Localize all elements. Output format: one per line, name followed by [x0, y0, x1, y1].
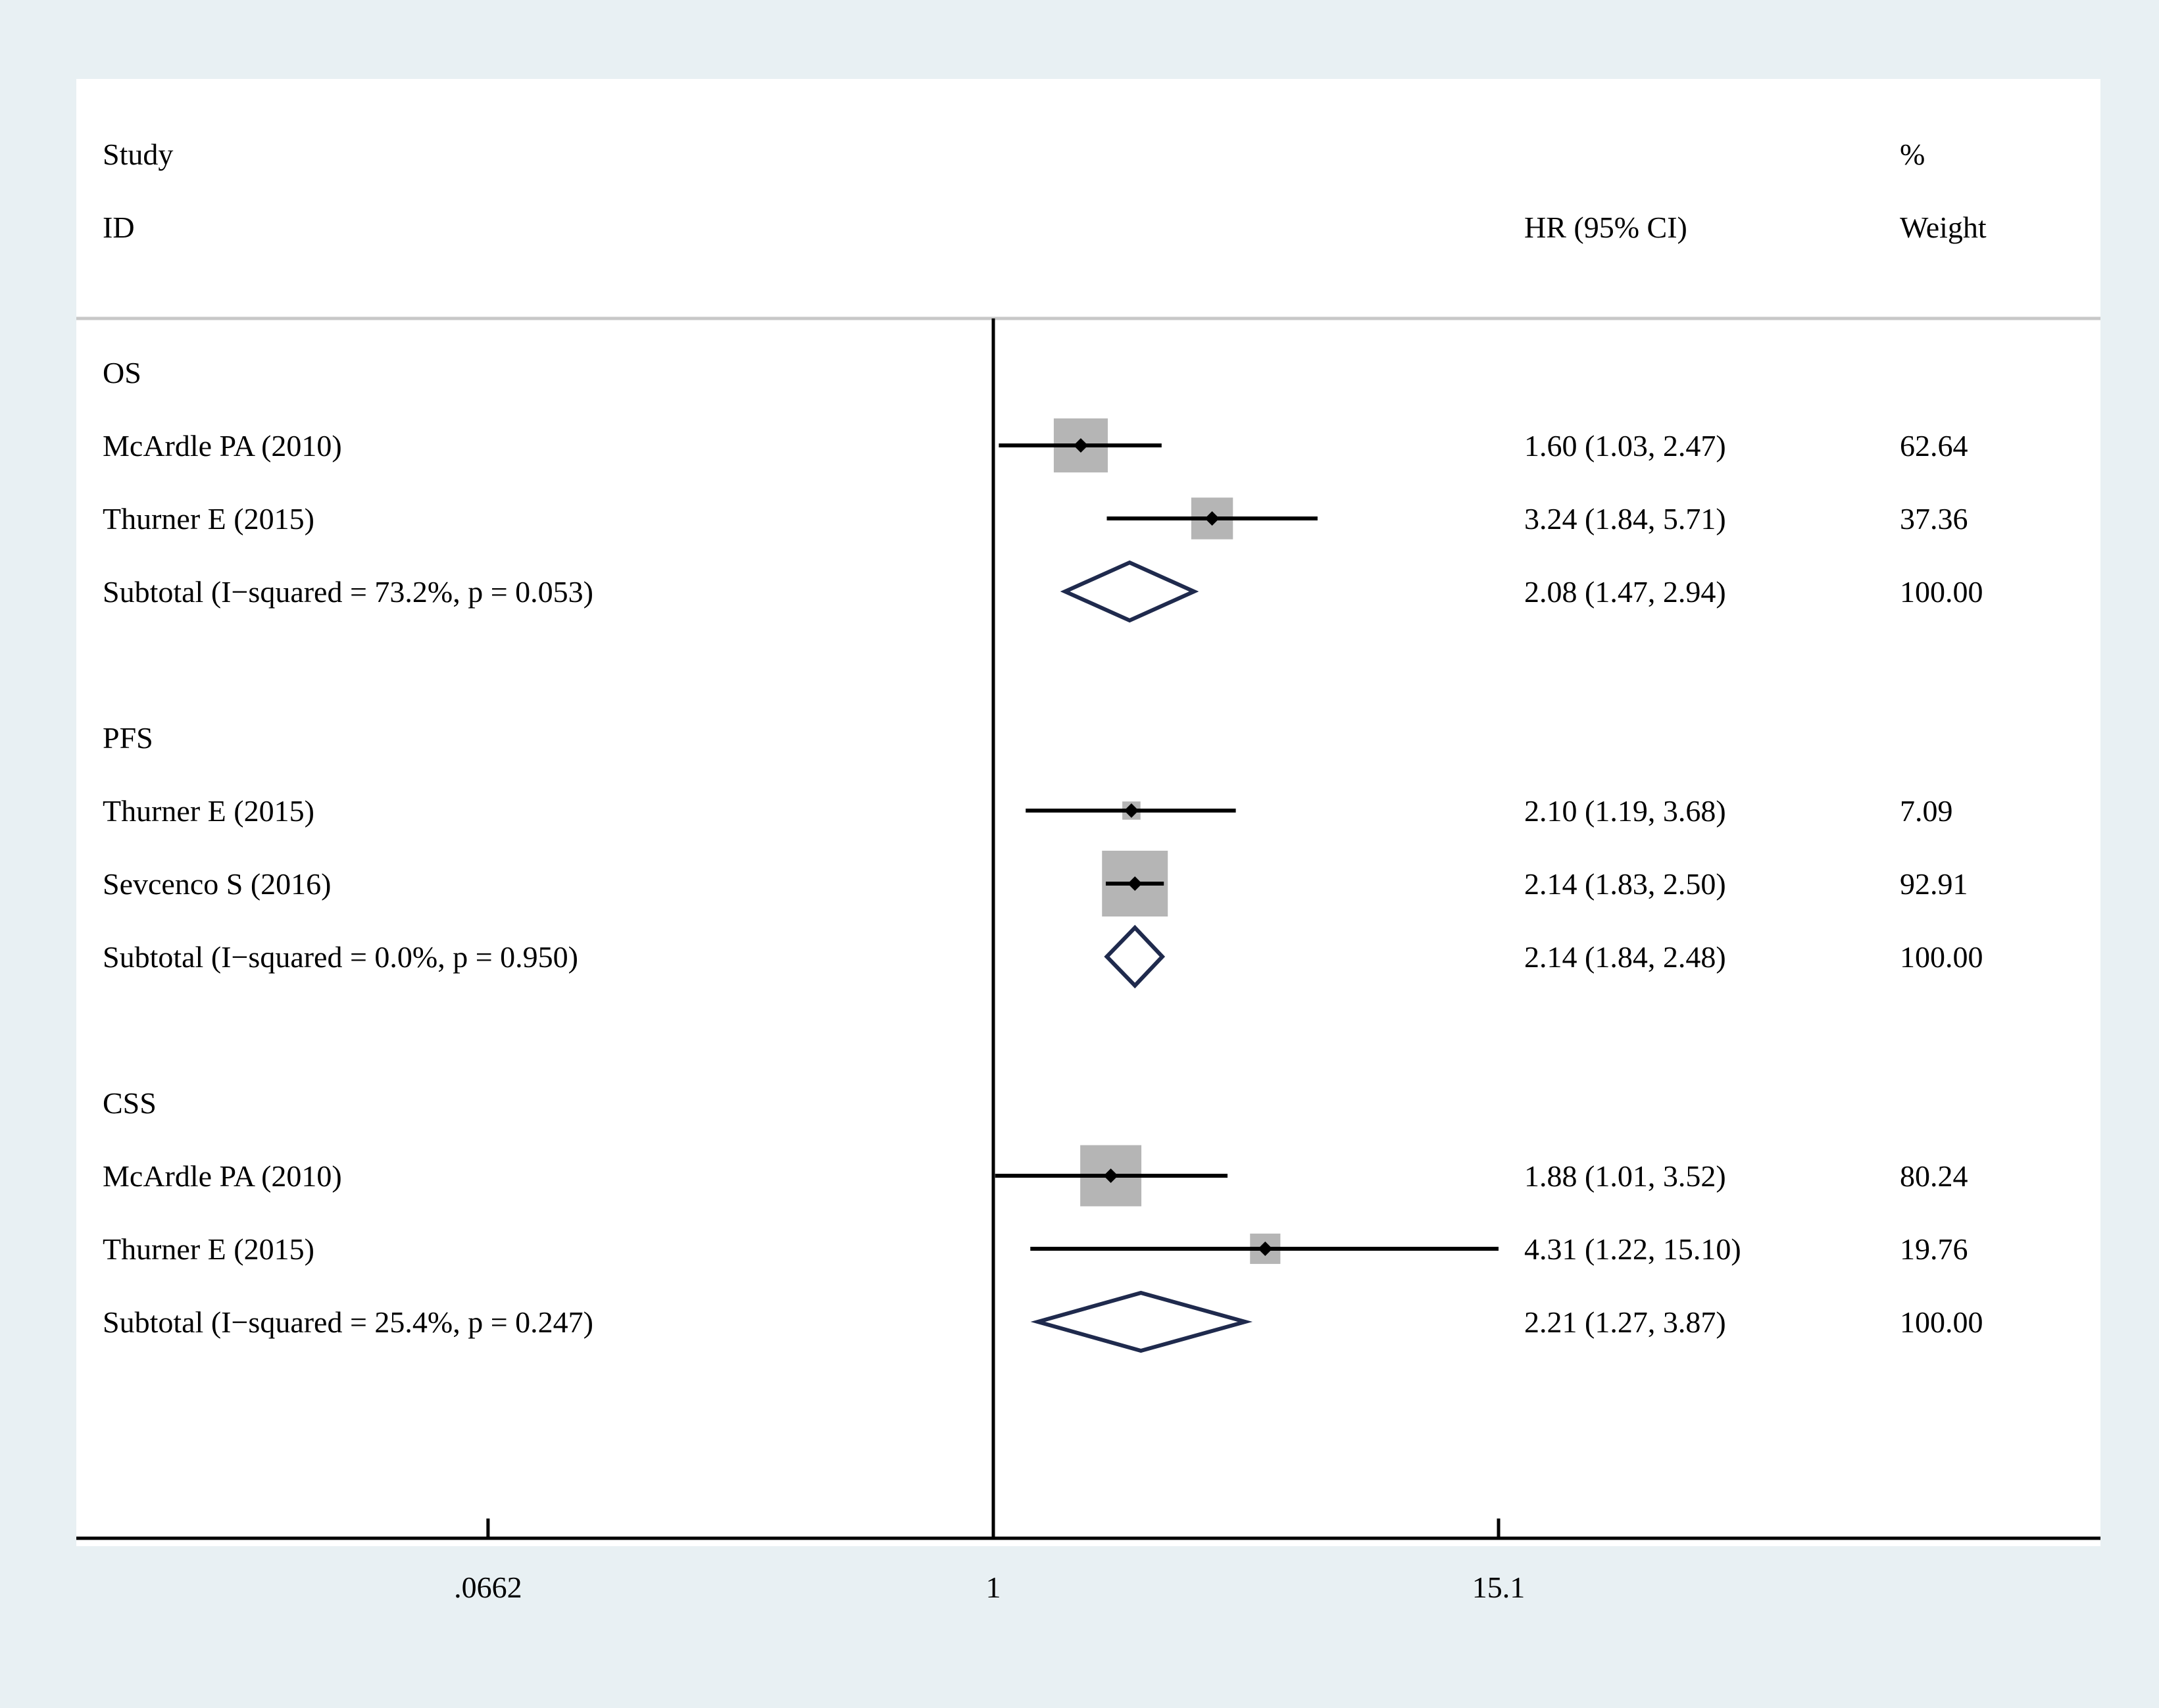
x-tick-label: .0662 — [454, 1570, 522, 1604]
study-label: McArdle PA (2010) — [103, 429, 342, 463]
header-weight-line1: % — [1900, 138, 1925, 171]
header-study-line2: ID — [103, 211, 135, 244]
header-study-line1: Study — [103, 138, 173, 171]
header-weight-line2: Weight — [1900, 211, 1987, 244]
weight-value: 37.36 — [1900, 502, 1968, 536]
header-effect: HR (95% CI) — [1524, 211, 1687, 244]
group-label: PFS — [103, 721, 153, 755]
study-label: Thurner E (2015) — [103, 794, 314, 828]
hr-ci-value: 1.60 (1.03, 2.47) — [1524, 429, 1726, 463]
weight-value: 7.09 — [1900, 794, 1953, 828]
hr-ci-value: 1.88 (1.01, 3.52) — [1524, 1159, 1726, 1193]
x-tick-label: 1 — [986, 1570, 1001, 1604]
study-label: McArdle PA (2010) — [103, 1159, 342, 1193]
subtotal-label: Subtotal (I−squared = 25.4%, p = 0.247) — [103, 1305, 593, 1339]
point-estimate — [1258, 1242, 1273, 1256]
point-estimate — [1128, 876, 1143, 891]
weight-value: 100.00 — [1900, 1305, 1983, 1339]
x-tick-label: 15.1 — [1472, 1570, 1526, 1604]
hr-ci-value: 2.10 (1.19, 3.68) — [1524, 794, 1726, 828]
weight-value: 100.00 — [1900, 940, 1983, 974]
x-axis-ticks: .0662 1 15.1 — [454, 1519, 1525, 1604]
subtotal-label: Subtotal (I−squared = 0.0%, p = 0.950) — [103, 940, 578, 974]
hr-ci-value: 2.08 (1.47, 2.94) — [1524, 575, 1726, 609]
group-label: OS — [103, 356, 141, 389]
weight-value: 62.64 — [1900, 429, 1968, 463]
point-estimate — [1073, 438, 1088, 453]
point-estimate — [1124, 803, 1139, 818]
weight-value: 92.91 — [1900, 867, 1968, 901]
subtotal-diamond — [1060, 560, 1199, 623]
marks-layer — [995, 418, 1499, 1353]
study-label: Thurner E (2015) — [103, 502, 314, 536]
weight-value: 100.00 — [1900, 575, 1983, 609]
hr-ci-value: 2.14 (1.84, 2.48) — [1524, 940, 1726, 974]
subtotal-diamond — [1104, 924, 1166, 989]
hr-ci-value: 2.14 (1.83, 2.50) — [1524, 867, 1726, 901]
point-estimate — [1204, 511, 1220, 526]
rows-layer: OS McArdle PA (2010) 1.60 (1.03, 2.47) 62.6… — [103, 356, 1983, 1339]
hr-ci-value: 4.31 (1.22, 15.10) — [1524, 1232, 1741, 1266]
weight-value: 19.76 — [1900, 1232, 1968, 1266]
hr-ci-value: 2.21 (1.27, 3.87) — [1524, 1305, 1726, 1339]
study-label: Thurner E (2015) — [103, 1232, 314, 1266]
weight-value: 80.24 — [1900, 1159, 1968, 1193]
subtotal-diamond — [1030, 1290, 1253, 1353]
group-label: CSS — [103, 1086, 157, 1120]
point-estimate — [1103, 1168, 1118, 1183]
subtotal-label: Subtotal (I−squared = 73.2%, p = 0.053) — [103, 575, 593, 609]
study-label: Sevcenco S (2016) — [103, 867, 331, 901]
hr-ci-value: 3.24 (1.84, 5.71) — [1524, 502, 1726, 536]
